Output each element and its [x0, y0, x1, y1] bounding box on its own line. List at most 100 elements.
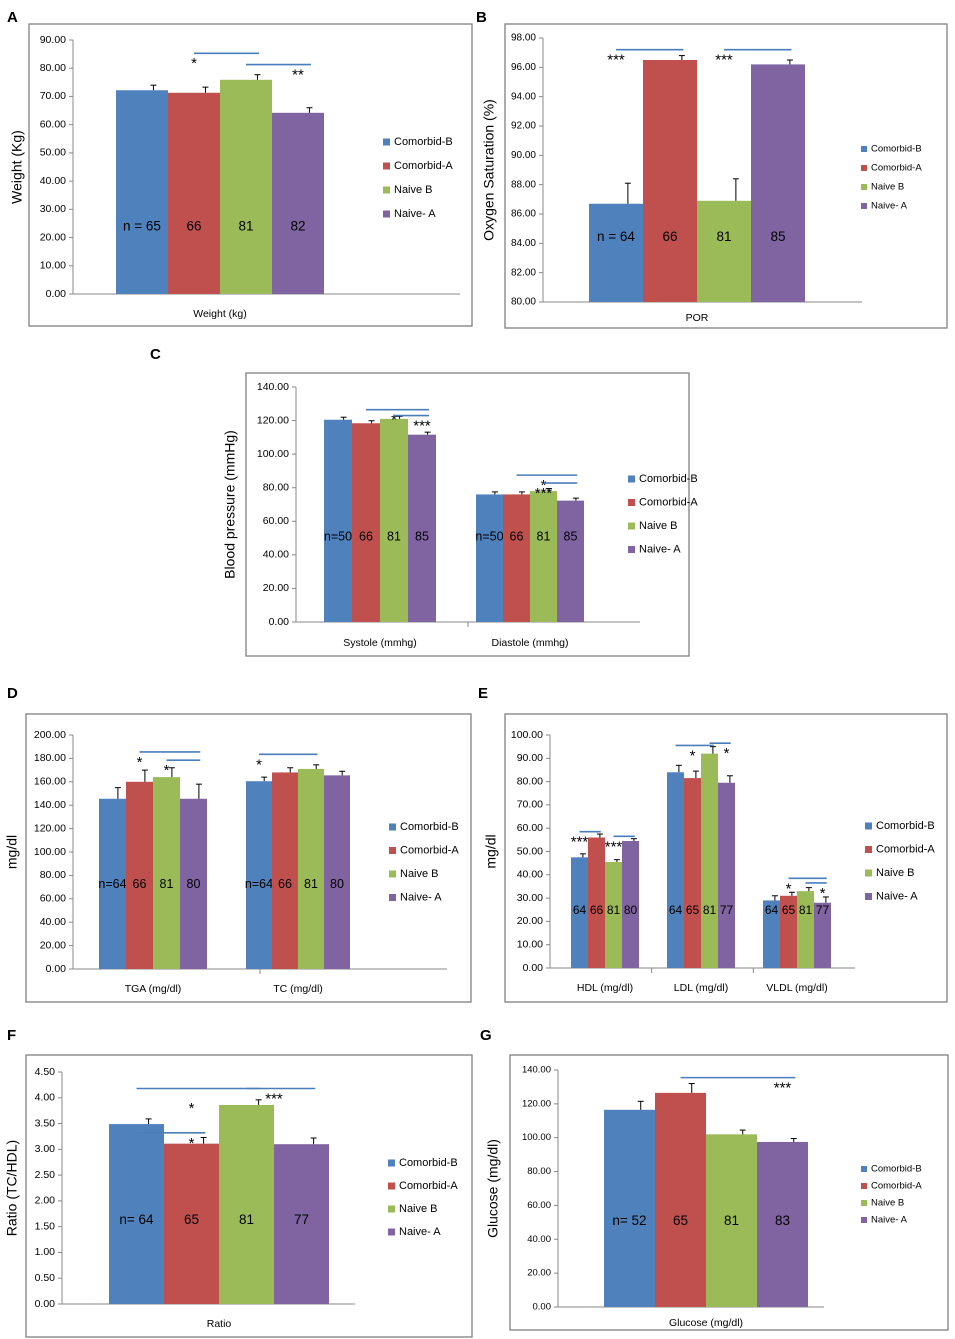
n-label: 80	[187, 877, 201, 891]
x-category-label: Glucose (mg/dl)	[669, 1317, 743, 1329]
bar-comorbid-b	[476, 494, 503, 622]
panel-B: B 80.00 82.00 84.00 86.00 88.00 90.00 92.00 94.0…	[476, 9, 948, 329]
y-tick-label: 0.00	[269, 616, 290, 628]
bar-naive-b	[530, 491, 557, 622]
y-tick-label: 140.00	[522, 1065, 551, 1076]
y-tick-label: 50.00	[40, 147, 66, 159]
n-label: 65	[686, 903, 700, 917]
n-label: n = 64	[597, 229, 635, 244]
y-tick-label: 60.00	[40, 118, 66, 130]
n-label: 81	[537, 530, 551, 544]
legend-label: Naive B	[400, 868, 439, 880]
bar-comorbid-b	[571, 857, 588, 968]
y-tick-label: 180.00	[34, 752, 66, 764]
y-tick-label: 60.00	[527, 1200, 551, 1211]
n-label: n=64	[98, 877, 126, 891]
bar-comorbid-a	[272, 772, 298, 969]
n-label: n = 65	[123, 219, 161, 234]
significance-label: *	[137, 754, 143, 771]
y-tick-label: 4.50	[35, 1066, 56, 1078]
legend-label: Comorbid-B	[871, 144, 922, 155]
n-label: 65	[673, 1213, 688, 1228]
n-label: 81	[716, 229, 731, 244]
y-tick-label: 100.00	[511, 729, 543, 741]
y-tick-label: 40.00	[527, 1234, 551, 1245]
bar-comorbid-a	[126, 781, 153, 969]
legend-swatch	[383, 210, 390, 218]
legend-swatch	[865, 846, 872, 853]
y-tick-label: 40.00	[263, 549, 289, 561]
y-tick-label: 92.00	[511, 121, 536, 132]
x-category-label: VLDL (mg/dl)	[766, 982, 827, 994]
bar-comorbid-a	[503, 494, 530, 622]
legend-swatch	[388, 1182, 395, 1190]
legend-swatch	[861, 184, 867, 190]
panel-letter: D	[7, 685, 18, 702]
bar-naive-b	[701, 753, 718, 968]
y-tick-label: 0.00	[46, 288, 67, 300]
y-tick-label: 4.00	[35, 1092, 56, 1104]
legend-label: Naive- A	[876, 890, 918, 902]
y-tick-label: 80.00	[263, 481, 289, 493]
n-label: 66	[590, 903, 604, 917]
y-tick-label: 60.00	[40, 893, 66, 905]
bar-comorbid-b	[246, 781, 272, 969]
n-label: 81	[238, 219, 253, 234]
bar-comorbid-b	[109, 1124, 164, 1304]
bar-comorbid-a	[164, 1143, 219, 1304]
x-category-label: POR	[686, 312, 709, 324]
x-category-label: Ratio	[207, 1318, 232, 1330]
y-axis-label: Ratio (TC/HDL)	[4, 1140, 20, 1236]
y-tick-label: 20.00	[527, 1268, 551, 1279]
y-tick-label: 0.00	[533, 1302, 552, 1313]
n-label: 66	[359, 530, 373, 544]
legend-label: Naive- A	[639, 543, 681, 555]
legend-swatch	[861, 203, 867, 209]
legend-label: Naive B	[639, 520, 678, 532]
y-tick-label: 84.00	[511, 238, 536, 249]
n-label: 85	[564, 530, 578, 544]
legend-label: Naive- A	[871, 201, 908, 212]
y-tick-label: 140.00	[34, 799, 66, 811]
bar-naive-a	[757, 1141, 808, 1307]
significance-label: ***	[774, 1080, 792, 1097]
y-tick-label: 1.50	[35, 1220, 56, 1232]
legend-swatch	[389, 870, 396, 878]
x-category-label: Systole (mmhg)	[343, 637, 417, 649]
legend-label: Comorbid-A	[871, 163, 922, 174]
y-tick-label: 20.00	[263, 582, 289, 594]
y-tick-label: 94.00	[511, 91, 536, 102]
n-label: 65	[782, 903, 796, 917]
bar-naive-b	[298, 768, 324, 969]
panel-frame	[28, 23, 473, 327]
bar-naive-a	[718, 782, 735, 968]
significance-label: ***	[715, 52, 733, 69]
significance-label: *	[189, 1100, 195, 1117]
y-tick-label: 40.00	[40, 175, 66, 187]
significance-label: *	[541, 477, 547, 494]
legend-swatch	[628, 475, 635, 483]
panel-F: F 0.00 0.50 1.00 1.50 2.00 2.50 3.00 3.50 4.00 4.5…	[4, 1027, 473, 1338]
y-tick-label: 40.00	[517, 869, 543, 881]
legend-swatch	[628, 499, 635, 506]
bar-naive-a	[408, 434, 436, 622]
y-tick-label: 2.50	[35, 1169, 56, 1181]
bar-comorbid-a	[780, 895, 797, 968]
panel-frame	[504, 23, 948, 329]
n-label: 81	[304, 877, 318, 891]
y-tick-label: 0.00	[46, 963, 67, 975]
y-tick-label: 70.00	[40, 90, 66, 102]
bar-comorbid-b	[589, 203, 643, 302]
y-tick-label: 80.00	[511, 297, 536, 308]
n-label: 81	[799, 903, 813, 917]
y-tick-label: 0.50	[35, 1272, 56, 1284]
bar-naive-b	[706, 1134, 757, 1307]
legend-swatch	[628, 522, 635, 530]
y-tick-label: 50.00	[517, 845, 543, 857]
y-tick-label: 60.00	[517, 822, 543, 834]
bar-naive-b	[797, 891, 814, 968]
bar-naive-b	[219, 1104, 274, 1304]
n-label: 64	[765, 903, 779, 917]
y-tick-label: 30.00	[517, 892, 543, 904]
